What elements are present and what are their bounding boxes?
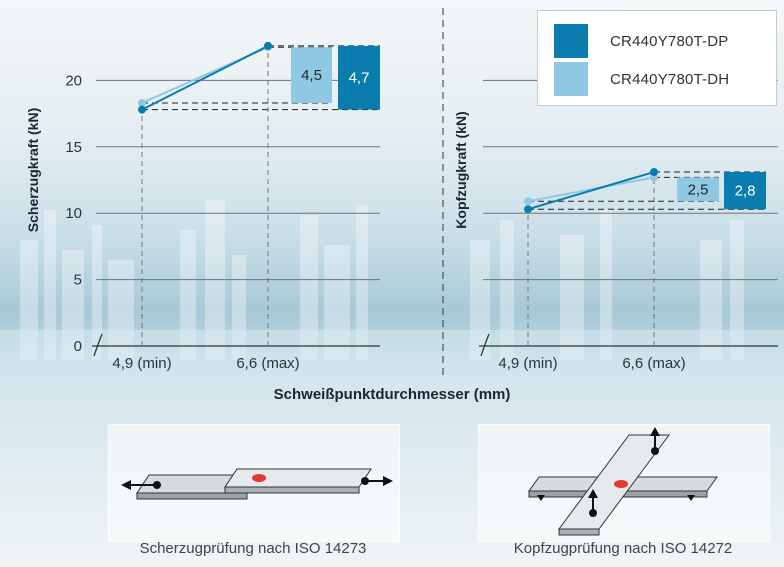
y-tick-label: 0 bbox=[74, 338, 82, 355]
y-axis-label: Scherzugkraft (kN) bbox=[25, 108, 41, 232]
data-point bbox=[524, 197, 532, 206]
difference-box bbox=[724, 172, 766, 210]
data-point bbox=[650, 168, 658, 177]
y-tick-label: 5 bbox=[74, 272, 82, 289]
cross-test-illustration-panel bbox=[478, 424, 770, 542]
data-point bbox=[264, 41, 272, 50]
legend: CR440Y780T-DP CR440Y780T-DH bbox=[537, 10, 777, 106]
cross-test-caption: Kopfzugprüfung nach ISO 14272 bbox=[513, 540, 733, 557]
legend-item-dp: CR440Y780T-DP bbox=[554, 24, 729, 58]
difference-label: 4,5 bbox=[301, 67, 322, 84]
legend-swatch-dp bbox=[554, 24, 588, 58]
x-tick-label: 4,9 (min) bbox=[498, 355, 557, 372]
axis-break bbox=[480, 333, 490, 357]
shear-test-illustration-panel bbox=[108, 424, 400, 542]
data-point bbox=[138, 105, 146, 114]
weld-spot bbox=[614, 480, 628, 488]
cross-test-diagram bbox=[528, 427, 718, 536]
weld-spot bbox=[252, 474, 266, 482]
legend-label-dp: CR440Y780T-DP bbox=[610, 32, 729, 50]
shear-force-chart: 0 5 10 15 20 Scherzugkraft (kN) 4,9 (min) 6,6 (… bbox=[25, 41, 380, 372]
shear-test-caption: Scherzugprüfung nach ISO 14273 bbox=[139, 540, 367, 557]
y-tick-label: 20 bbox=[65, 72, 82, 89]
difference-label: 2,5 bbox=[688, 181, 709, 198]
chart-area: 0 5 10 15 20 Scherzugkraft (kN) 4,9 (min) 6,6 (… bbox=[25, 8, 778, 378]
data-point bbox=[524, 205, 532, 214]
y-tick-label: 10 bbox=[65, 205, 82, 222]
legend-item-dh: CR440Y780T-DH bbox=[554, 62, 729, 96]
difference-box bbox=[291, 47, 332, 103]
cross-tension-chart: Kopfzugkraft (kN) 4,9 (min) 6,6 (max) 2,5 2,… bbox=[453, 79, 778, 372]
x-tick-label: 4,9 (min) bbox=[112, 355, 171, 372]
legend-swatch-dh bbox=[554, 62, 588, 96]
series-line bbox=[527, 171, 655, 211]
y-axis-label: Kopfzugkraft (kN) bbox=[453, 111, 469, 228]
series-line bbox=[527, 176, 655, 203]
series-line bbox=[141, 44, 269, 111]
legend-label-dh: CR440Y780T-DH bbox=[610, 70, 730, 88]
shear-test-diagram bbox=[121, 468, 393, 500]
data-point bbox=[138, 98, 146, 107]
x-tick-label: 6,6 (max) bbox=[622, 355, 685, 372]
difference-box bbox=[677, 177, 719, 202]
difference-label: 2,8 bbox=[735, 183, 756, 200]
y-tick-label: 15 bbox=[65, 139, 82, 156]
difference-label: 4,7 bbox=[349, 70, 370, 87]
difference-box bbox=[338, 45, 380, 110]
x-axis-title: Schweißpunktdurchmesser (mm) bbox=[273, 386, 511, 403]
axis-break bbox=[93, 333, 103, 357]
x-tick-label: 6,6 (max) bbox=[236, 355, 299, 372]
